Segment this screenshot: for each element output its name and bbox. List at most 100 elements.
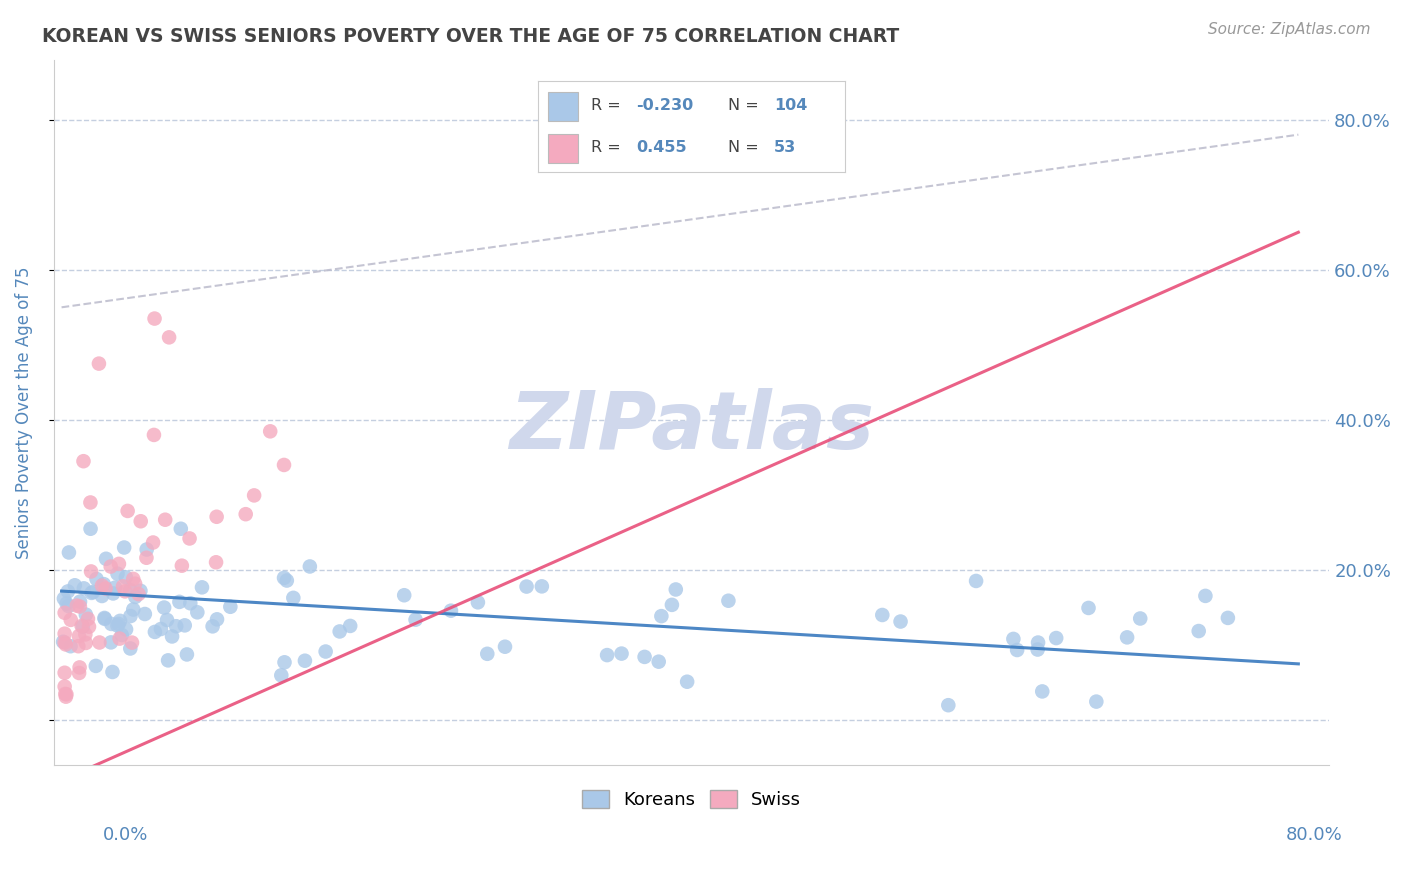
Point	[339, 619, 361, 633]
Point	[122, 572, 145, 586]
Point	[59, 613, 82, 627]
Point	[1026, 642, 1049, 657]
Point	[1031, 684, 1053, 698]
Point	[1116, 631, 1139, 645]
Point	[94, 551, 117, 566]
Point	[89, 635, 111, 649]
Point	[142, 428, 165, 442]
Point	[170, 558, 193, 573]
Point	[157, 330, 180, 344]
Point	[1005, 643, 1028, 657]
Point	[59, 639, 82, 653]
Point	[120, 609, 142, 624]
Y-axis label: Seniors Poverty Over the Age of 75: Seniors Poverty Over the Age of 75	[15, 266, 32, 558]
Point	[55, 690, 77, 704]
Point	[179, 532, 201, 546]
Point	[91, 579, 114, 593]
Point	[717, 593, 740, 607]
Point	[665, 582, 688, 597]
Text: KOREAN VS SWISS SENIORS POVERTY OVER THE AGE OF 75 CORRELATION CHART: KOREAN VS SWISS SENIORS POVERTY OVER THE…	[42, 27, 900, 45]
Point	[872, 607, 894, 622]
Text: ZIPatlas: ZIPatlas	[509, 387, 875, 466]
Point	[153, 513, 176, 527]
Point	[243, 488, 266, 502]
Point	[1216, 611, 1239, 625]
Point	[1045, 631, 1067, 645]
Point	[100, 559, 122, 574]
Point	[67, 629, 90, 643]
Point	[124, 576, 146, 591]
Point	[596, 648, 619, 662]
Legend: Koreans, Swiss: Koreans, Swiss	[575, 782, 808, 816]
Point	[477, 647, 499, 661]
Text: Source: ZipAtlas.com: Source: ZipAtlas.com	[1208, 22, 1371, 37]
Point	[80, 565, 103, 579]
Point	[101, 586, 124, 600]
Point	[179, 596, 201, 610]
Point	[111, 579, 134, 593]
Point	[129, 514, 152, 528]
Point	[53, 635, 76, 649]
Point	[283, 591, 305, 605]
Point	[69, 660, 91, 674]
Point	[100, 616, 122, 631]
Point	[55, 687, 77, 701]
Point	[392, 588, 415, 602]
Point	[75, 636, 97, 650]
Point	[58, 545, 80, 559]
Point	[63, 578, 86, 592]
Point	[149, 622, 172, 636]
Point	[108, 557, 131, 571]
Point	[156, 613, 179, 627]
Point	[53, 665, 76, 680]
Point	[205, 612, 228, 626]
Point	[467, 595, 489, 609]
Point	[53, 606, 76, 620]
Point	[1188, 624, 1211, 638]
Point	[276, 574, 298, 588]
Point	[1194, 589, 1216, 603]
Point	[82, 585, 104, 599]
Point	[273, 571, 295, 585]
Point	[55, 637, 77, 651]
Point	[72, 620, 94, 634]
Point	[170, 522, 193, 536]
Point	[186, 605, 208, 619]
Point	[53, 680, 76, 694]
Point	[72, 454, 94, 468]
Point	[70, 619, 93, 633]
Point	[94, 612, 117, 626]
Point	[58, 599, 80, 613]
Point	[122, 602, 145, 616]
Point	[516, 580, 538, 594]
Point	[107, 566, 129, 581]
Point	[1002, 632, 1025, 646]
Point	[676, 674, 699, 689]
Point	[108, 632, 131, 646]
Point	[94, 582, 117, 596]
Point	[91, 589, 114, 603]
Point	[105, 618, 128, 632]
Point	[661, 598, 683, 612]
Point	[259, 425, 281, 439]
Point	[157, 653, 180, 667]
Point	[86, 572, 108, 586]
Point	[100, 635, 122, 649]
Point	[142, 535, 165, 549]
Point	[52, 591, 75, 606]
Point	[160, 630, 183, 644]
Point	[173, 618, 195, 632]
Point	[405, 613, 427, 627]
Point	[56, 584, 79, 599]
Point	[80, 586, 103, 600]
Point	[66, 599, 89, 613]
Point	[52, 634, 75, 648]
Point	[298, 559, 321, 574]
Point	[53, 626, 76, 640]
Text: 0.0%: 0.0%	[103, 826, 148, 844]
Point	[111, 628, 134, 642]
Point	[153, 600, 176, 615]
Point	[114, 570, 136, 584]
Point	[494, 640, 516, 654]
Point	[120, 641, 142, 656]
